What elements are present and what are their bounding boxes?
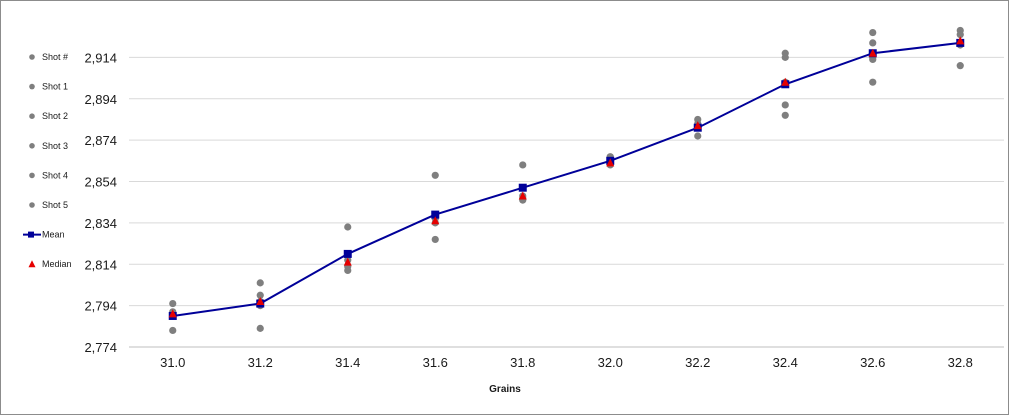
x-tick-label: 32.8 (948, 355, 973, 370)
legend-shot-icon (29, 172, 35, 179)
shot-point (869, 55, 877, 64)
x-axis-title: Grains (489, 384, 521, 395)
legend-label: Shot 1 (42, 82, 68, 92)
shot-point (256, 291, 264, 299)
x-tick-label: 31.8 (510, 355, 535, 370)
x-tick-label: 31.6 (423, 355, 448, 370)
legend-shot-icon (29, 202, 35, 208)
shot-point (781, 111, 789, 119)
shot-point (256, 279, 264, 287)
mean-series (168, 38, 965, 320)
median-point (343, 257, 352, 266)
y-tick-label: 2,914 (84, 50, 117, 65)
mean-point (518, 183, 527, 192)
legend-item: Median (28, 259, 72, 269)
shot-point (256, 324, 264, 332)
shot-point (781, 53, 789, 61)
legend-item: Mean (23, 230, 65, 240)
y-tick-label: 2,854 (84, 175, 117, 190)
median-point (431, 216, 440, 225)
median-point (956, 36, 965, 45)
median-point (256, 296, 265, 305)
x-tick-label: 31.0 (160, 355, 185, 370)
median-series (168, 36, 965, 318)
median-point (868, 48, 877, 57)
legend-item: Shot 2 (29, 111, 68, 121)
legend-item: Shot 4 (29, 170, 68, 180)
mean-point (343, 249, 352, 258)
median-point (606, 158, 615, 167)
legend-mean-marker (28, 231, 34, 238)
shot-point (169, 299, 177, 308)
median-point (781, 77, 790, 86)
legend-label: Median (42, 259, 72, 269)
legend-item: Shot 1 (29, 82, 68, 92)
y-tick-label: 2,794 (84, 299, 117, 314)
shot-point (956, 31, 964, 39)
shot-point (519, 161, 527, 169)
shot-point (344, 223, 352, 231)
shot-point (956, 62, 964, 70)
legend-item: Shot 5 (29, 200, 68, 210)
shot-point (431, 171, 439, 179)
legend-label: Shot 4 (42, 170, 68, 180)
mean-point (431, 210, 440, 219)
y-tick-label: 2,814 (84, 257, 117, 272)
shot-point (869, 28, 877, 37)
shot-point (869, 78, 877, 86)
legend-shot-icon (29, 143, 35, 149)
shot-point (694, 132, 702, 140)
x-tick-label: 32.6 (860, 355, 885, 370)
y-tick-label: 2,894 (84, 92, 117, 107)
legend-label: Shot 2 (42, 111, 68, 121)
x-tick-label: 31.4 (335, 355, 360, 370)
legend-item: Shot # (29, 52, 68, 62)
y-tick-label: 2,874 (84, 133, 117, 148)
x-axis: 31.0 31.2 31.4 31.6 31.8 32.0 32.2 32.4 32.6 32.8 (129, 346, 1004, 370)
y-axis: 2,774 2,794 2,814 2,834 2,854 2,874 2,894 2,914 (84, 50, 117, 355)
legend-label: Mean (42, 230, 65, 240)
shot-point (869, 39, 877, 47)
shot-point (431, 235, 439, 244)
y-tick-label: 2,774 (84, 340, 117, 355)
median-point (693, 121, 702, 130)
median-point (518, 191, 527, 200)
x-tick-label: 32.4 (773, 355, 798, 370)
median-point (168, 309, 177, 318)
legend-label: Shot 3 (42, 141, 68, 151)
mean-line (172, 41, 961, 317)
legend-median-icon (28, 260, 36, 268)
legend-item: Shot 3 (29, 141, 68, 151)
legend-shot-icon (29, 83, 35, 90)
y-tick-label: 2,834 (84, 216, 117, 231)
shot-point (344, 266, 352, 275)
legend-shot-icon (29, 113, 35, 119)
gridlines (129, 56, 1004, 348)
legend: Shot # Shot 1 Shot 2 Shot 3 Shot 4 Shot 5 Mean… (23, 52, 72, 269)
x-tick-label: 31.2 (248, 355, 273, 370)
legend-shot-icon (29, 54, 35, 60)
legend-label: Shot 5 (42, 200, 68, 210)
shot-point (781, 101, 789, 109)
shot-point (169, 326, 177, 335)
x-tick-label: 32.0 (598, 355, 623, 370)
x-tick-label: 32.2 (685, 355, 710, 370)
legend-label: Shot # (42, 52, 68, 62)
